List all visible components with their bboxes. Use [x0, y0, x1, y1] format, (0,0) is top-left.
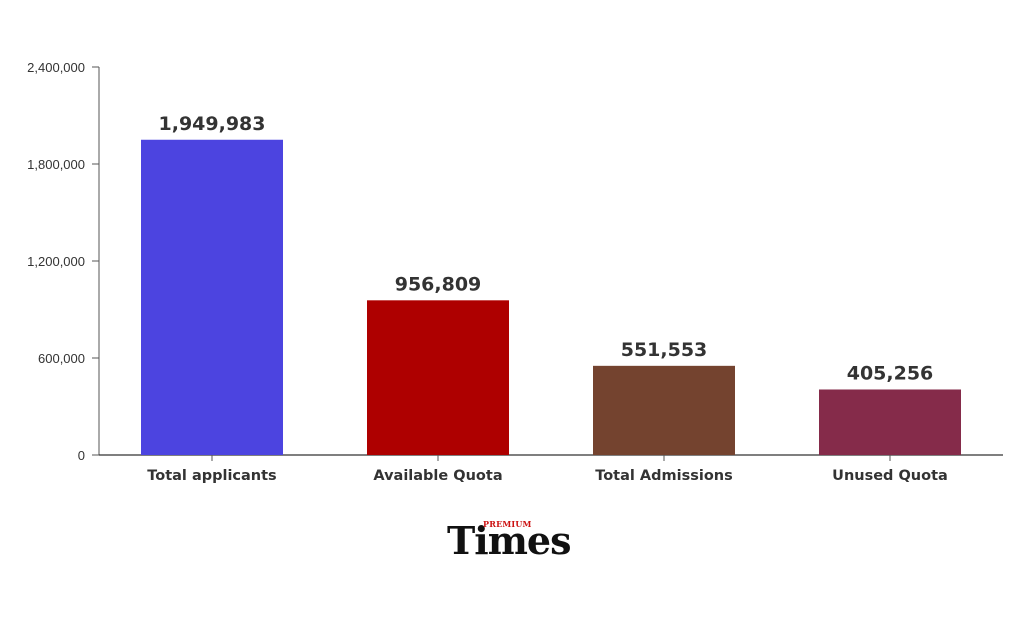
x-tick-label: Available Quota [373, 468, 502, 484]
bar [367, 300, 509, 455]
data-label: 551,553 [621, 339, 708, 361]
y-tick-label: 600,000 [38, 351, 85, 366]
y-tick-label: 0 [78, 448, 85, 463]
premium-times-logo: Times PREMIUM [447, 517, 579, 565]
x-tick-label: Total applicants [147, 468, 276, 484]
x-tick-label: Total Admissions [595, 468, 733, 484]
y-tick-label: 2,400,000 [27, 60, 85, 75]
x-tick-label: Unused Quota [832, 468, 948, 484]
bar [819, 389, 961, 455]
bar [593, 365, 735, 455]
data-label: 405,256 [847, 362, 934, 384]
data-label: 956,809 [395, 273, 482, 295]
y-tick-label: 1,200,000 [27, 254, 85, 269]
bar-chart: 0 600,000 1,200,000 1,800,000 2,400,000 Total… [27, 60, 1003, 484]
logo-word: Times [447, 518, 571, 563]
y-tick-label: 1,800,000 [27, 157, 85, 172]
data-label: 1,949,983 [159, 113, 266, 135]
logo-premium-tag: PREMIUM [483, 519, 532, 529]
bar [141, 139, 283, 455]
